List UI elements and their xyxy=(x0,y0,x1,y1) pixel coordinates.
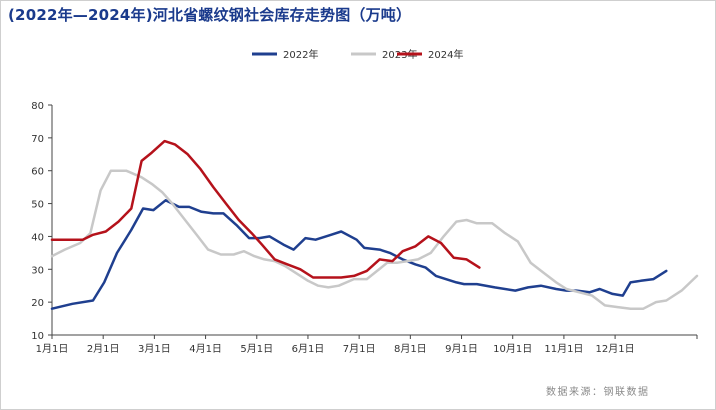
x-tick-label: 4月1日 xyxy=(189,343,222,355)
y-tick-label: 40 xyxy=(31,232,44,243)
x-tick-label: 11月1日 xyxy=(544,343,583,355)
source-note: 数据来源：钢联数据 xyxy=(546,387,650,398)
axes: 10 20 30 40 50 60 70 80 1月1日 2月1日 3月1日 4月1日 5月1日 6月1日… xyxy=(31,101,698,355)
legend-item: 2022年 xyxy=(252,48,318,61)
x-tick-label: 6月1日 xyxy=(292,343,325,355)
x-tick-label: 5月1日 xyxy=(240,343,273,355)
y-tick-label: 50 xyxy=(31,200,44,211)
series-lines xyxy=(50,139,699,310)
x-tick-label: 12月1日 xyxy=(596,343,635,355)
series-line-2022年 xyxy=(50,199,668,310)
legend: 2022年2023年2024年 xyxy=(252,48,463,61)
x-tick-label: 8月1日 xyxy=(394,343,427,355)
y-tick-label: 20 xyxy=(31,298,44,309)
x-tick-label: 2月1日 xyxy=(87,343,120,355)
x-tick-label: 3月1日 xyxy=(138,343,171,355)
x-tick-label: 7月1日 xyxy=(343,343,376,355)
y-tick-label: 80 xyxy=(31,101,44,112)
chart-title: (2022年—2024年)河北省螺纹钢社会库存走势图（万吨） xyxy=(8,6,412,24)
x-tick-label: 9月1日 xyxy=(445,343,478,355)
legend-label: 2022年 xyxy=(283,48,318,61)
series-line-2023年 xyxy=(50,169,699,310)
y-tick-label: 30 xyxy=(31,265,44,276)
y-tick-label: 10 xyxy=(31,331,44,342)
legend-item: 2024年 xyxy=(397,48,463,61)
y-tick-label: 60 xyxy=(31,167,44,178)
series-line-2024年 xyxy=(50,139,481,279)
x-tick-label: 10月1日 xyxy=(493,343,532,355)
x-tick-label: 1月1日 xyxy=(36,343,69,355)
legend-label: 2024年 xyxy=(428,48,463,61)
y-tick-label: 70 xyxy=(31,134,44,145)
